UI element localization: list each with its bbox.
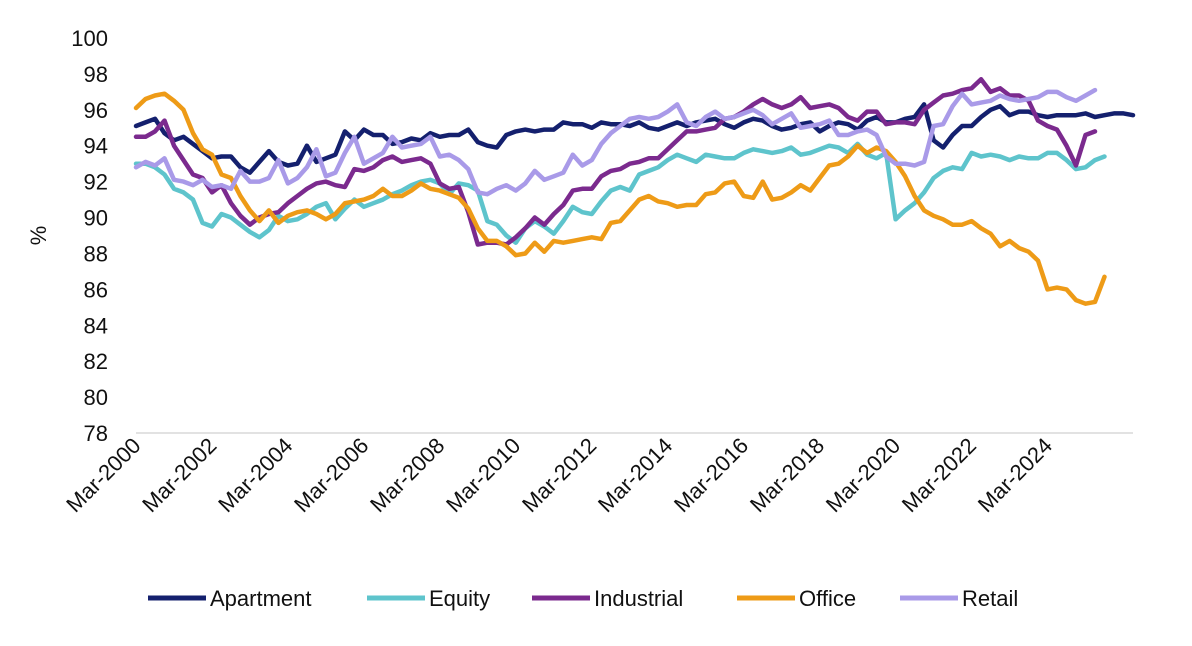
- x-tick-label: Mar-2006: [289, 433, 373, 517]
- series-line-retail: [133, 87, 1098, 197]
- x-axis-ticks: Mar-2000Mar-2002Mar-2004Mar-2006Mar-2008…: [61, 433, 1057, 517]
- y-tick-label: 94: [84, 134, 108, 159]
- y-tick-label: 96: [84, 98, 108, 123]
- chart-legend: Apartment Equity Industrial Office Retail: [148, 586, 1018, 611]
- series-line-apartment: [133, 102, 1136, 175]
- x-tick-label: Mar-2004: [213, 433, 297, 517]
- legend-label-apartment: Apartment: [210, 586, 312, 611]
- series-line-office: [133, 91, 1107, 306]
- x-tick-label: Mar-2010: [441, 433, 525, 517]
- x-tick-label: Mar-2014: [593, 433, 677, 517]
- y-tick-label: 86: [84, 277, 108, 302]
- y-tick-label: 88: [84, 241, 108, 266]
- legend-label-equity: Equity: [429, 586, 490, 611]
- series-line-industrial: [133, 77, 1098, 247]
- x-tick-label: Mar-2024: [973, 433, 1057, 517]
- y-tick-label: 98: [84, 62, 108, 87]
- y-tick-label: 90: [84, 206, 108, 231]
- legend-label-industrial: Industrial: [594, 586, 683, 611]
- y-axis-label: %: [26, 226, 51, 246]
- x-tick-label: Mar-2020: [821, 433, 905, 517]
- y-tick-label: 92: [84, 170, 108, 195]
- x-tick-label: Mar-2002: [137, 433, 221, 517]
- y-tick-label: 78: [84, 421, 108, 446]
- chart-series: [133, 77, 1136, 306]
- series-line-equity: [133, 141, 1107, 245]
- x-tick-label: Mar-2022: [897, 433, 981, 517]
- x-tick-label: Mar-2018: [745, 433, 829, 517]
- y-tick-label: 82: [84, 349, 108, 374]
- y-tick-label: 100: [71, 26, 108, 51]
- legend-label-retail: Retail: [962, 586, 1018, 611]
- x-tick-label: Mar-2016: [669, 433, 753, 517]
- y-tick-label: 80: [84, 385, 108, 410]
- x-tick-label: Mar-2008: [365, 433, 449, 517]
- y-axis-ticks: 78 80 82 84 86 88 90 92 94 96 98 100: [71, 26, 108, 446]
- y-tick-label: 84: [84, 313, 108, 338]
- x-tick-label: Mar-2012: [517, 433, 601, 517]
- legend-label-office: Office: [799, 586, 856, 611]
